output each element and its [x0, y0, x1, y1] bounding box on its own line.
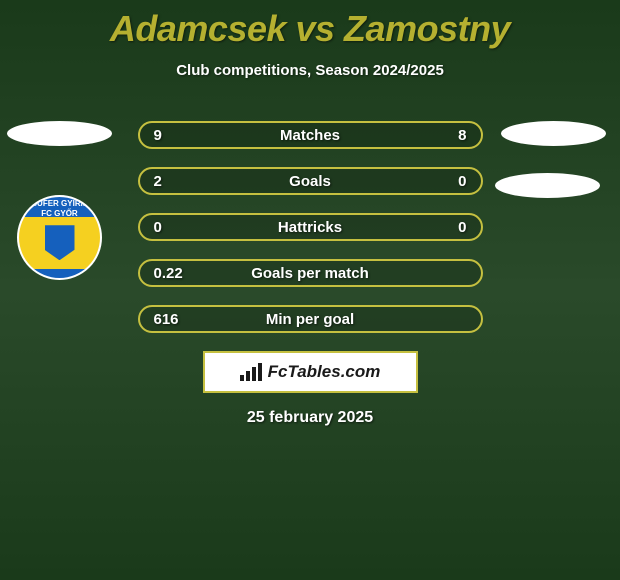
player-avatar-placeholder-left [7, 121, 112, 146]
badge-shield-icon [45, 225, 75, 260]
comparison-title: Adamcsek vs Zamostny [0, 0, 620, 50]
stat-label: Hattricks [278, 219, 342, 236]
date-label: 25 february 2025 [0, 409, 620, 427]
stat-left-value: 616 [154, 311, 179, 328]
club-badge: ALCUFER GYIRMOT FC GYŐR [17, 195, 102, 280]
stat-label: Min per goal [266, 311, 354, 328]
stat-label: Goals per match [251, 265, 369, 282]
source-logo-text: FcTables.com [268, 362, 381, 382]
player-avatar-placeholder-right-1 [501, 121, 606, 146]
stat-left-value: 2 [154, 173, 162, 190]
stat-right-value: 0 [458, 173, 466, 190]
bar-chart-icon [240, 363, 262, 381]
stat-row: 0 Hattricks 0 [138, 213, 483, 241]
badge-middle [19, 217, 100, 269]
source-logo-box: FcTables.com [203, 351, 418, 393]
stat-label: Matches [280, 127, 340, 144]
stat-row: 0.22 Goals per match [138, 259, 483, 287]
stat-left-value: 0.22 [154, 265, 183, 282]
stat-right-value: 0 [458, 219, 466, 236]
stat-row: 9 Matches 8 [138, 121, 483, 149]
stat-left-value: 0 [154, 219, 162, 236]
stat-row: 616 Min per goal [138, 305, 483, 333]
stat-right-value: 8 [458, 127, 466, 144]
player-avatar-placeholder-right-2 [495, 173, 600, 198]
stat-row: 2 Goals 0 [138, 167, 483, 195]
stat-label: Goals [289, 173, 331, 190]
season-subtitle: Club competitions, Season 2024/2025 [0, 62, 620, 79]
stat-left-value: 9 [154, 127, 162, 144]
stats-area: ALCUFER GYIRMOT FC GYŐR 9 Matches 8 2 Goals 0… [0, 121, 620, 333]
